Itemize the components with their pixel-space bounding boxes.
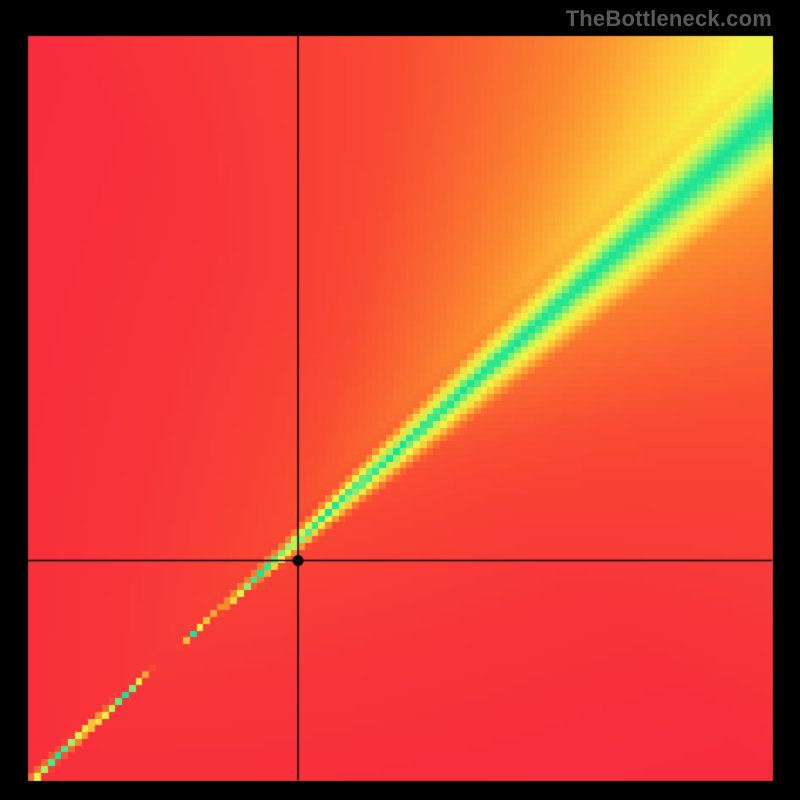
watermark-text: TheBottleneck.com bbox=[566, 6, 772, 32]
chart-container: TheBottleneck.com bbox=[0, 0, 800, 800]
bottleneck-heatmap bbox=[0, 0, 800, 800]
